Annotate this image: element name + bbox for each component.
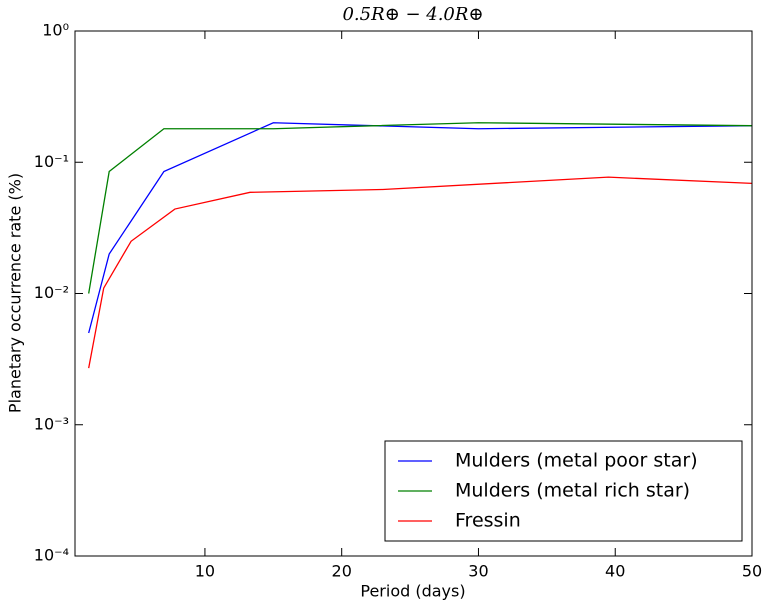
line (88, 122, 753, 294)
x-tick-label: 20 (332, 562, 352, 581)
y-tick-label: 10⁻¹ (34, 152, 69, 171)
line (88, 122, 753, 334)
y-tick-label: 10⁰ (42, 21, 69, 40)
x-tick-label: 10 (195, 562, 215, 581)
x-tick-label: 30 (468, 562, 488, 581)
legend-label: Fressin (455, 510, 521, 532)
y-axis-label: Planetary occurrence rate (%) (6, 173, 25, 413)
line (88, 176, 753, 369)
y-tick-label: 10⁻⁴ (34, 546, 69, 565)
y-tick-label: 10⁻² (34, 283, 69, 302)
x-tick-label: 50 (742, 562, 762, 581)
plot-frame (74, 30, 753, 557)
chart-title: 0.5R⊕ − 4.0R⊕ (342, 4, 483, 25)
x-axis-label: Period (days) (360, 582, 465, 601)
legend-box (384, 440, 743, 542)
x-tick-label: 40 (605, 562, 625, 581)
legend-label: Mulders (metal rich star) (455, 480, 690, 502)
legend-label: Mulders (metal poor star) (455, 450, 698, 472)
y-tick-label: 10⁻³ (34, 414, 69, 433)
